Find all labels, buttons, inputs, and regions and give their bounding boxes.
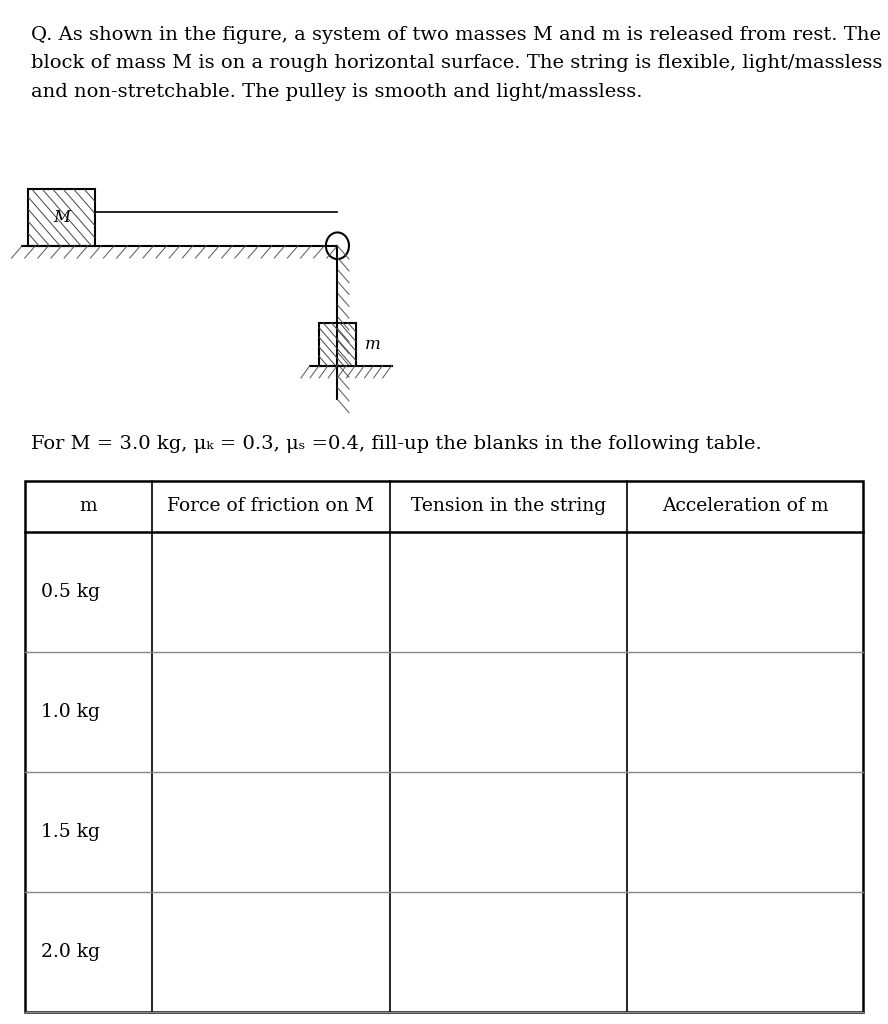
Bar: [319, 323, 356, 366]
Text: m: m: [365, 336, 381, 352]
Text: and non-stretchable. The pulley is smooth and light/massless.: and non-stretchable. The pulley is smoot…: [31, 83, 643, 101]
Bar: [28, 189, 95, 246]
Text: Force of friction on M: Force of friction on M: [168, 498, 375, 515]
Text: m: m: [80, 498, 98, 515]
Text: Q. As shown in the figure, a system of two masses M and m is released from rest.: Q. As shown in the figure, a system of t…: [31, 26, 881, 44]
Text: Acceleration of m: Acceleration of m: [662, 498, 829, 515]
Bar: [25, 481, 863, 1012]
Text: 2.0 kg: 2.0 kg: [42, 943, 100, 961]
Text: For M = 3.0 kg, μₖ = 0.3, μₛ =0.4, fill-up the blanks in the following table.: For M = 3.0 kg, μₖ = 0.3, μₛ =0.4, fill-…: [31, 435, 762, 454]
Text: block of mass M is on a rough horizontal surface. The string is flexible, light/: block of mass M is on a rough horizontal…: [31, 54, 883, 73]
Text: M: M: [53, 209, 70, 226]
Text: 0.5 kg: 0.5 kg: [42, 583, 100, 601]
Text: 1.0 kg: 1.0 kg: [42, 702, 100, 721]
Text: 1.5 kg: 1.5 kg: [42, 822, 100, 841]
Text: Tension in the string: Tension in the string: [410, 498, 606, 515]
